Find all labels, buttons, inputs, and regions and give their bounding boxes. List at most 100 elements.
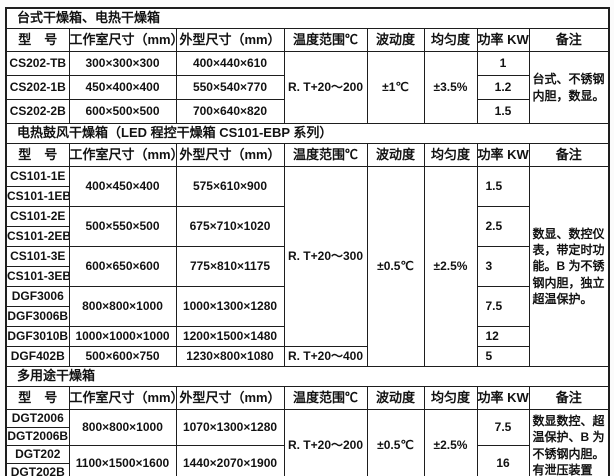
power-cell: 12 (476, 326, 530, 347)
column-header-remark: 备注 (528, 28, 610, 52)
table-row: CS101-2E 500×550×500 675×710×1020 2.5 (5, 206, 609, 247)
power-cell: 7.5 (476, 409, 530, 446)
remark-cell: 数显、数控仪表，带定时功能。B 为不锈钢内胆，独立超温保护。 (528, 166, 610, 367)
overall-size-cell: 575×610×900 (175, 166, 285, 207)
table-row: CS101-1E 400×450×400 575×610×900 R. T+20… (5, 166, 610, 367)
temp-range-cell: R. T+20～400 (283, 346, 368, 367)
column-header-model: 型 号 (5, 28, 70, 52)
power-cell: 1.5 (476, 166, 530, 207)
column-header-uniformity: 均匀度 (423, 28, 478, 52)
table-row: CS202-1B 450×400×400 550×540×770 1.2 (5, 75, 609, 100)
column-header-fluctuation: 波动度 (366, 28, 425, 52)
column-header-model: 型 号 (5, 386, 70, 410)
model-cell: CS202-TB (5, 51, 70, 76)
table-row: CS101-1EB (5, 186, 609, 207)
column-header-chamber-size: 工作室尺寸（mm） (68, 386, 177, 410)
table-row: CS101-2EB (5, 226, 609, 247)
table-row: DGF3006B (5, 306, 609, 327)
uniformity-cell: ±2.5% (423, 166, 478, 367)
model-cell: CS101-3EB (5, 266, 70, 287)
spec-table: 台式干燥箱、电热干燥箱 型 号 工作室尺寸（mm） 外型尺寸（mm） 温度范围℃… (5, 7, 611, 476)
section-3-header-row: 型 号 工作室尺寸（mm） 外型尺寸（mm） 温度范围℃ 波动度 均匀度 功率 … (5, 386, 610, 410)
column-header-uniformity: 均匀度 (423, 386, 478, 410)
column-header-fluctuation: 波动度 (366, 143, 425, 167)
model-cell: CS101-3E (5, 246, 70, 267)
temp-range-cell: R. T+20～300 (283, 166, 368, 347)
section-3-title-row: 多用途干燥箱 (5, 366, 610, 387)
table-row: DGT202B (5, 463, 609, 476)
column-header-chamber-size: 工作室尺寸（mm） (68, 143, 177, 167)
section-1-header-row: 型 号 工作室尺寸（mm） 外型尺寸（mm） 温度范围℃ 波动度 均匀度 功率 … (5, 28, 610, 52)
model-cell: DGF3010B (5, 326, 70, 347)
chamber-size-cell: 500×600×750 (68, 346, 177, 367)
chamber-size-cell: 600×650×600 (68, 246, 177, 287)
model-cell: DGF3006B (5, 306, 70, 327)
table-row: DGT202 1100×1500×1600 1440×2070×1900 16 (5, 445, 609, 476)
column-header-fluctuation: 波动度 (366, 386, 425, 410)
column-header-temp-range: 温度范围℃ (283, 386, 368, 410)
overall-size-cell: 1440×2070×1900 (175, 445, 285, 476)
column-header-power: 功率 KW (476, 28, 530, 52)
table-row: DGF3006 800×800×1000 1000×1300×1280 7.5 (5, 286, 609, 327)
model-cell: DGF3006 (5, 286, 70, 307)
section-2-header-row: 型 号 工作室尺寸（mm） 外型尺寸（mm） 温度范围℃ 波动度 均匀度 功率 … (5, 143, 610, 167)
overall-size-cell: 700×640×820 (175, 99, 285, 124)
overall-size-cell: 1000×1300×1280 (175, 286, 285, 327)
overall-size-cell: 550×540×770 (175, 75, 285, 100)
model-cell: CS101-2EB (5, 226, 70, 247)
fluctuation-cell: ±0.5℃ (366, 166, 425, 367)
overall-size-cell: 1230×800×1080 (175, 346, 285, 367)
model-cell: DGT2006B (5, 427, 70, 446)
power-cell: 3 (476, 246, 530, 287)
power-cell: 1 (476, 51, 530, 76)
model-cell: CS101-1E (5, 166, 70, 187)
power-cell: 5 (476, 346, 530, 367)
model-cell: CS101-2E (5, 206, 70, 227)
table-row: DGF402B 500×600×750 1230×800×1080 R. T+2… (5, 346, 609, 367)
column-header-uniformity: 均匀度 (423, 143, 478, 167)
section-1-title-row: 台式干燥箱、电热干燥箱 (5, 7, 610, 29)
model-cell: DGF402B (5, 346, 70, 367)
temp-range-cell: R. T+20～200 (283, 51, 368, 124)
column-header-chamber-size: 工作室尺寸（mm） (68, 28, 177, 52)
column-header-overall-size: 外型尺寸（mm） (175, 28, 285, 52)
power-cell: 2.5 (476, 206, 530, 247)
chamber-size-cell: 400×450×400 (68, 166, 177, 207)
power-cell: 16 (476, 445, 530, 476)
section-2-title-row: 电热鼓风干燥箱（LED 程控干燥箱 CS101-EBP 系列） (5, 123, 610, 144)
chamber-size-cell: 300×300×300 (68, 51, 177, 76)
model-cell: DGT2006 (5, 409, 70, 428)
model-cell: CS101-1EB (5, 186, 70, 207)
power-cell: 7.5 (476, 286, 530, 327)
column-header-remark: 备注 (528, 386, 610, 410)
uniformity-cell: ±3.5% (423, 51, 478, 124)
table-row: CS202-TB 300×300×300 400×440×610 R. T+20… (5, 51, 610, 124)
column-header-overall-size: 外型尺寸（mm） (175, 143, 285, 167)
chamber-size-cell: 450×400×400 (68, 75, 177, 100)
uniformity-cell: ±2.5% (423, 409, 478, 476)
model-cell: DGT202 (5, 445, 70, 464)
chamber-size-cell: 800×800×1000 (68, 409, 177, 446)
overall-size-cell: 1070×1300×1280 (175, 409, 285, 446)
chamber-size-cell: 1100×1500×1600 (68, 445, 177, 476)
column-header-overall-size: 外型尺寸（mm） (175, 386, 285, 410)
section-title: 多用途干燥箱 (5, 366, 610, 387)
overall-size-cell: 1200×1500×1480 (175, 326, 285, 347)
model-cell: DGT202B (5, 463, 70, 476)
table-row: CS202-2B 600×500×500 700×640×820 1.5 (5, 99, 609, 124)
column-header-power: 功率 KW (476, 143, 530, 167)
column-header-temp-range: 温度范围℃ (283, 28, 368, 52)
chamber-size-cell: 600×500×500 (68, 99, 177, 124)
column-header-model: 型 号 (5, 143, 70, 167)
remark-cell: 台式、不锈钢内胆，数显。 (528, 51, 610, 124)
temp-range-cell: R. T+20～200 (283, 409, 368, 476)
fluctuation-cell: ±1℃ (366, 51, 425, 124)
model-cell: CS202-1B (5, 75, 70, 100)
overall-size-cell: 675×710×1020 (175, 206, 285, 247)
power-cell: 1.2 (476, 75, 530, 100)
column-header-remark: 备注 (528, 143, 610, 167)
remark-cell: 数显数控、超温保护、B 为不锈钢内胆。有泄压装置 (528, 409, 610, 476)
table-row: DGT2006 800×800×1000 1070×1300×1280 R. T… (5, 409, 610, 476)
chamber-size-cell: 500×550×500 (68, 206, 177, 247)
